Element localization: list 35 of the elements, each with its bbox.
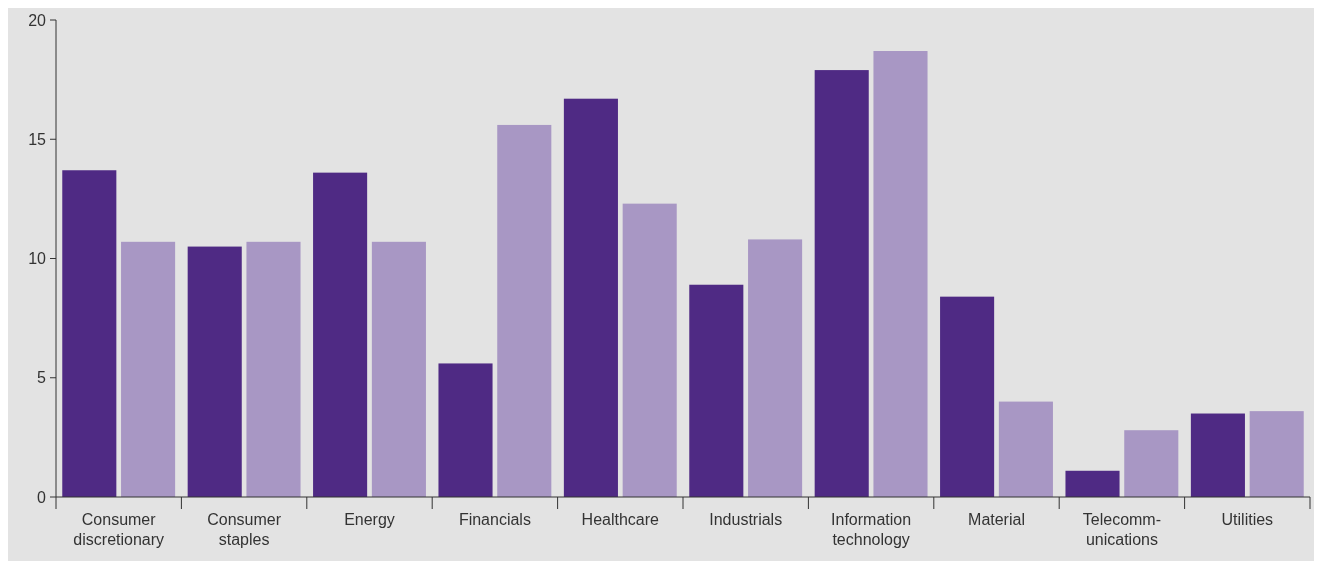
bar xyxy=(748,239,803,497)
bar xyxy=(1190,413,1245,497)
y-tick-label: 10 xyxy=(28,250,47,268)
x-tick-label: Financials xyxy=(458,511,531,528)
bar xyxy=(187,246,242,497)
bar xyxy=(1065,470,1120,497)
y-tick-label: 0 xyxy=(37,488,47,506)
bar xyxy=(246,241,301,497)
y-tick-label: 20 xyxy=(28,11,47,29)
x-tick-label: Telecomm-unications xyxy=(1082,511,1162,548)
bar xyxy=(814,70,869,497)
bar xyxy=(497,124,552,497)
x-tick-label: Industrials xyxy=(709,511,783,528)
bar xyxy=(873,51,928,497)
bar xyxy=(998,401,1053,497)
bar xyxy=(563,98,618,497)
bar xyxy=(689,284,744,497)
y-tick-label: 5 xyxy=(37,369,47,387)
x-tick-label: Healthcare xyxy=(581,511,660,528)
bar xyxy=(622,203,677,497)
bar xyxy=(1249,411,1304,497)
x-tick-label: Material xyxy=(968,511,1025,528)
bar xyxy=(438,363,493,497)
x-tick-label: Consumer staples xyxy=(207,511,282,548)
bar xyxy=(371,241,426,497)
bar xyxy=(940,296,995,497)
x-tick-label: Information technology xyxy=(831,511,912,548)
x-tick-label: Energy xyxy=(344,511,395,528)
bar xyxy=(121,241,176,497)
y-tick-label: 15 xyxy=(28,130,47,148)
bar xyxy=(1124,430,1179,497)
bar xyxy=(62,170,117,497)
bar xyxy=(313,172,368,497)
x-tick-label: Utilities xyxy=(1221,511,1274,528)
x-tick-label: Consumer discretionary xyxy=(73,511,165,548)
